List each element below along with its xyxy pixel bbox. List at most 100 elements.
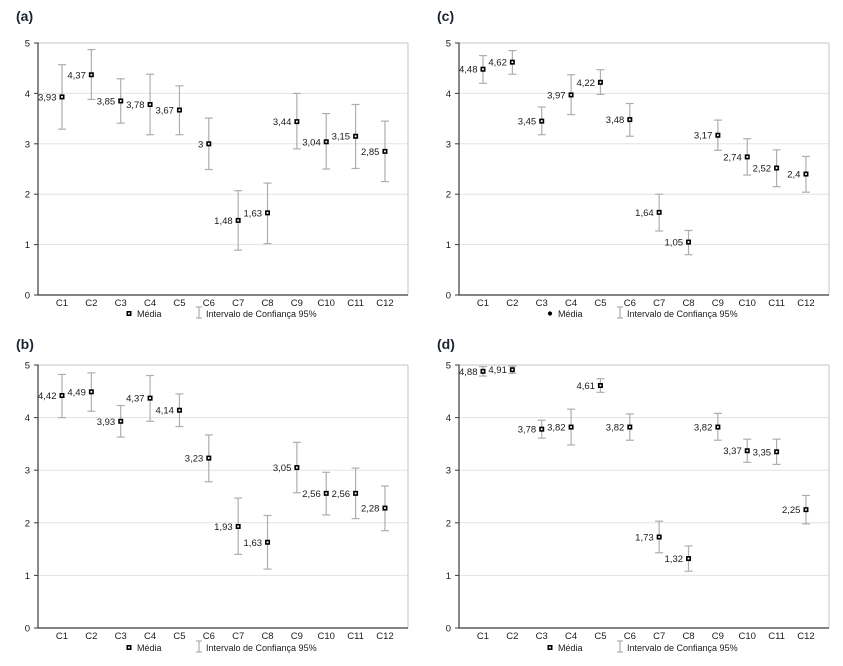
svg-text:2: 2: [446, 190, 451, 201]
panel-a-plot: 0 1 2 3 4 5 3,93 C1 4,37 C2 3,85 C3 3,78 C4 3,67 C5 3 C6 1…: [25, 39, 409, 319]
svg-text:C7: C7: [653, 631, 665, 642]
svg-text:4,37: 4,37: [126, 394, 145, 405]
svg-text:3,04: 3,04: [302, 137, 321, 148]
svg-text:2,85: 2,85: [361, 147, 380, 158]
svg-text:C9: C9: [712, 631, 724, 642]
svg-text:3,23: 3,23: [185, 454, 204, 465]
svg-text:C11: C11: [768, 631, 785, 642]
svg-text:3,67: 3,67: [155, 106, 174, 117]
svg-text:C6: C6: [624, 298, 636, 309]
panel-a: (a) 0 1 2 3 4 5 3,93 C1 4,37 C2 3,85 C3 3,78 C4 3,67 C5…: [0, 0, 421, 333]
svg-text:C4: C4: [144, 298, 156, 309]
svg-text:Intervalo de Confiança 95%: Intervalo de Confiança 95%: [627, 309, 738, 319]
svg-text:2: 2: [25, 518, 30, 529]
svg-text:2,56: 2,56: [332, 489, 351, 500]
svg-text:3: 3: [25, 139, 30, 150]
svg-text:Intervalo de Confiança 95%: Intervalo de Confiança 95%: [206, 309, 317, 319]
svg-text:C5: C5: [594, 298, 606, 309]
svg-text:4,49: 4,49: [67, 387, 86, 398]
svg-text:4,91: 4,91: [488, 365, 507, 376]
panel-c-plot: 0 1 2 3 4 5 4,48 C1 4,62 C2 3,45 C3 3,97 C4 4,22 C5 3,48…: [446, 39, 830, 319]
svg-text:2,25: 2,25: [782, 505, 801, 516]
svg-text:C2: C2: [506, 631, 518, 642]
svg-text:C8: C8: [261, 631, 273, 642]
svg-text:3,78: 3,78: [126, 100, 145, 111]
svg-text:4,42: 4,42: [38, 391, 57, 402]
svg-text:C10: C10: [318, 298, 335, 309]
svg-text:C6: C6: [203, 298, 215, 309]
svg-text:C1: C1: [477, 631, 489, 642]
svg-text:C11: C11: [347, 631, 364, 642]
svg-text:2,4: 2,4: [787, 170, 800, 181]
panel-label-b: (b): [16, 336, 34, 352]
svg-text:Intervalo de Confiança 95%: Intervalo de Confiança 95%: [206, 643, 317, 653]
svg-text:1: 1: [25, 571, 30, 582]
svg-text:C11: C11: [768, 298, 785, 309]
svg-text:3,37: 3,37: [723, 446, 742, 457]
svg-text:3,05: 3,05: [273, 463, 292, 474]
svg-text:C9: C9: [712, 298, 724, 309]
svg-text:1,32: 1,32: [665, 554, 684, 565]
svg-text:C9: C9: [291, 298, 303, 309]
svg-text:2,56: 2,56: [302, 489, 321, 500]
panel-label-c: (c): [437, 8, 455, 24]
svg-text:3,85: 3,85: [97, 96, 116, 107]
panel-b: (b) 0 1 2 3 4 5 4,42 C1 4,49 C2 3,93 C3 4,37 C4 4,14 C5…: [0, 333, 421, 666]
svg-text:3,35: 3,35: [753, 447, 772, 458]
svg-text:C1: C1: [56, 631, 68, 642]
panel-d-plot: 0 1 2 3 4 5 4,88 C1 4,91 C2 3,78 C3 3,82 C4 4,61 C5 3,82…: [446, 361, 830, 653]
svg-text:5: 5: [25, 361, 30, 372]
svg-text:C1: C1: [477, 298, 489, 309]
svg-text:4: 4: [446, 413, 451, 424]
svg-text:1: 1: [446, 571, 451, 582]
svg-text:5: 5: [446, 361, 451, 372]
panel-label-a: (a): [16, 8, 34, 24]
svg-text:4: 4: [25, 413, 30, 424]
svg-text:4,61: 4,61: [576, 381, 595, 392]
svg-text:1,05: 1,05: [665, 238, 684, 249]
svg-text:C5: C5: [173, 631, 185, 642]
svg-text:4,37: 4,37: [67, 70, 86, 81]
svg-text:3,15: 3,15: [332, 132, 351, 143]
svg-text:C11: C11: [347, 298, 364, 309]
panel-label-d: (d): [437, 336, 455, 352]
svg-text:4: 4: [25, 89, 30, 100]
svg-text:4,88: 4,88: [459, 367, 478, 378]
svg-text:C4: C4: [144, 631, 156, 642]
svg-text:C3: C3: [536, 298, 548, 309]
svg-text:3,82: 3,82: [606, 423, 625, 434]
svg-text:Média: Média: [558, 643, 583, 653]
panel-b-plot: 0 1 2 3 4 5 4,42 C1 4,49 C2 3,93 C3 4,37 C4 4,14 C5 3,23…: [25, 361, 409, 653]
svg-text:3: 3: [198, 139, 203, 150]
svg-text:5: 5: [25, 39, 30, 50]
svg-text:C12: C12: [376, 298, 393, 309]
svg-text:Média: Média: [558, 309, 583, 319]
svg-text:3,93: 3,93: [38, 92, 57, 103]
svg-text:3,93: 3,93: [97, 417, 116, 428]
svg-text:1,93: 1,93: [214, 522, 233, 533]
svg-text:Intervalo de Confiança 95%: Intervalo de Confiança 95%: [627, 643, 738, 653]
svg-text:3,82: 3,82: [694, 423, 713, 434]
svg-text:C2: C2: [85, 298, 97, 309]
svg-text:C6: C6: [203, 631, 215, 642]
svg-text:C4: C4: [565, 298, 577, 309]
svg-text:C4: C4: [565, 631, 577, 642]
svg-text:3,82: 3,82: [547, 423, 566, 434]
svg-text:Média: Média: [137, 643, 162, 653]
svg-text:1,63: 1,63: [244, 538, 263, 549]
svg-text:C10: C10: [739, 631, 756, 642]
svg-text:0: 0: [446, 291, 451, 302]
svg-text:C5: C5: [173, 298, 185, 309]
svg-text:4: 4: [446, 89, 451, 100]
svg-text:C7: C7: [653, 298, 665, 309]
svg-text:C10: C10: [318, 631, 335, 642]
svg-text:C8: C8: [682, 631, 694, 642]
svg-text:5: 5: [446, 39, 451, 50]
svg-text:4,22: 4,22: [576, 78, 595, 89]
svg-text:3,78: 3,78: [518, 425, 537, 436]
svg-text:1,64: 1,64: [635, 208, 654, 219]
svg-text:1,63: 1,63: [244, 208, 263, 219]
svg-text:3: 3: [25, 466, 30, 477]
svg-text:2,74: 2,74: [723, 152, 742, 163]
svg-text:0: 0: [25, 291, 30, 302]
